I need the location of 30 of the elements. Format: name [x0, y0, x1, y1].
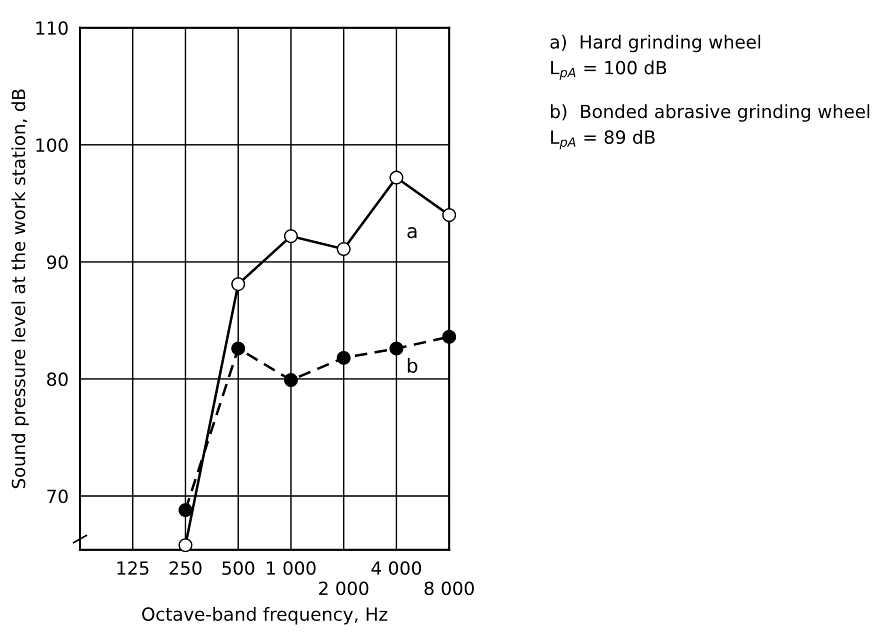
x-tick-label: 500 — [222, 561, 254, 575]
point — [178, 503, 192, 517]
y-tick-label: 110 — [36, 21, 68, 35]
x-tick-label: 4 000 — [371, 561, 422, 575]
y-tick-label: 80 — [47, 372, 68, 386]
point — [231, 342, 246, 356]
point — [336, 350, 351, 365]
point — [442, 208, 456, 222]
point — [231, 277, 246, 292]
series-label: b — [408, 358, 418, 373]
y-axis-title: Sound pressure level at the work station, dB — [11, 90, 29, 488]
point — [284, 229, 298, 244]
point — [284, 373, 298, 388]
text: b) Bonded abrasive grinding wheel L$_{pA}$ = 89 dB — [551, 104, 870, 150]
x-tick-label: 8 000 — [424, 581, 474, 596]
x-tick-label: 125 — [117, 561, 148, 575]
y-tick-label: 100 — [36, 138, 68, 152]
point — [178, 538, 192, 552]
text: a) Hard grinding wheel L$_{pA}$ = 100 dB — [550, 34, 760, 80]
point — [389, 342, 404, 356]
point — [442, 330, 456, 344]
point — [389, 170, 404, 185]
series-label: a — [407, 227, 416, 238]
x-tick-label: 1 000 — [267, 561, 316, 575]
x-tick-label: 250 — [170, 561, 202, 575]
y-tick-label: 90 — [47, 255, 68, 270]
y-tick-label: 70 — [47, 489, 68, 504]
x-tick-label: 2 000 — [319, 581, 368, 596]
point — [336, 242, 351, 256]
x-axis-title: Octave-band frequency, Hz — [142, 606, 388, 624]
